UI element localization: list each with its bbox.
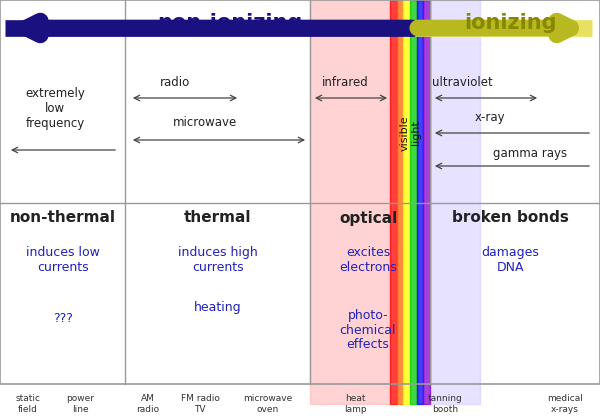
Text: ultraviolet: ultraviolet	[431, 76, 493, 89]
Text: radio: radio	[160, 76, 190, 89]
Text: thermal: thermal	[184, 211, 252, 225]
Bar	[410, 0, 416, 404]
Text: visible
light: visible light	[399, 115, 421, 151]
Text: AM
radio: AM radio	[136, 394, 160, 414]
Text: tanning
booth: tanning booth	[428, 394, 463, 414]
Text: non-ionizing: non-ionizing	[157, 13, 302, 33]
Bar	[424, 0, 430, 404]
Text: excites
electrons: excites electrons	[339, 246, 397, 274]
Text: extremely
low
frequency: extremely low frequency	[25, 87, 85, 130]
Text: damages
DNA: damages DNA	[481, 246, 539, 274]
Text: photo-
chemical
effects: photo- chemical effects	[340, 308, 396, 352]
Bar	[397, 0, 403, 404]
Text: x-ray: x-ray	[475, 112, 505, 125]
Bar	[430, 0, 480, 404]
Text: medical
x-rays: medical x-rays	[547, 394, 583, 414]
Text: ???: ???	[53, 311, 73, 324]
Text: non-thermal: non-thermal	[10, 211, 116, 225]
Text: induces high
currents: induces high currents	[178, 246, 258, 274]
Bar	[310, 0, 390, 404]
Bar	[403, 0, 410, 404]
Text: FM radio
TV: FM radio TV	[181, 394, 220, 414]
Bar	[416, 0, 424, 404]
Text: microwave: microwave	[173, 117, 237, 130]
Text: broken bonds: broken bonds	[452, 211, 568, 225]
Text: ionizing: ionizing	[464, 13, 556, 33]
Text: microwave
oven: microwave oven	[244, 394, 293, 414]
Text: infrared: infrared	[322, 76, 368, 89]
Text: optical: optical	[339, 211, 397, 225]
Text: gamma rays: gamma rays	[493, 146, 567, 160]
Text: heat
lamp: heat lamp	[344, 394, 367, 414]
Text: static
field: static field	[16, 394, 41, 414]
Text: heating: heating	[194, 301, 242, 314]
Bar	[390, 0, 397, 404]
Text: power
line: power line	[66, 394, 94, 414]
Text: induces low
currents: induces low currents	[26, 246, 100, 274]
